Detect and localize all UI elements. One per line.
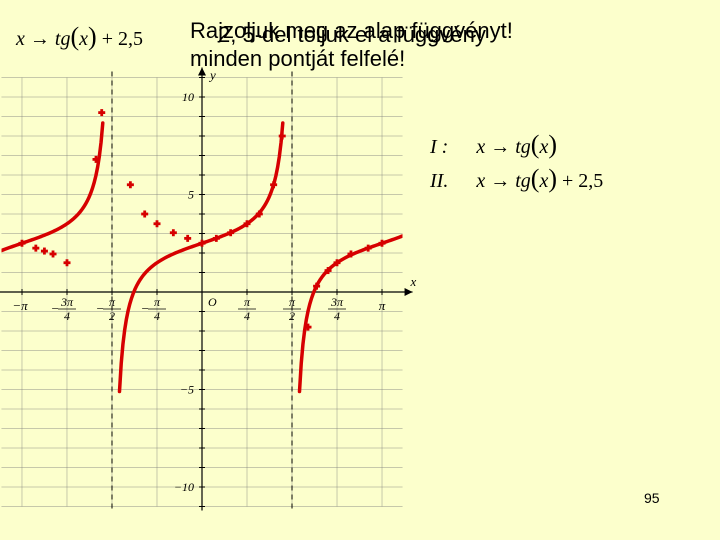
svg-text:−10: −10 xyxy=(174,480,194,494)
svg-text:−5: −5 xyxy=(180,383,194,397)
svg-text:−: − xyxy=(141,301,150,316)
chart-canvas: 105−5−10−π−3π4−π2−π4π4π23π4πxyO xyxy=(0,0,720,540)
svg-text:−: − xyxy=(51,301,60,316)
svg-text:−: − xyxy=(96,301,105,316)
svg-text:π: π xyxy=(244,295,251,309)
svg-text:2: 2 xyxy=(289,309,295,323)
svg-text:π: π xyxy=(154,295,161,309)
svg-text:4: 4 xyxy=(64,309,70,323)
svg-text:4: 4 xyxy=(334,309,340,323)
svg-text:x: x xyxy=(410,274,417,289)
svg-text:3π: 3π xyxy=(330,295,344,309)
svg-text:4: 4 xyxy=(154,309,160,323)
svg-text:O: O xyxy=(208,295,217,309)
svg-text:π: π xyxy=(379,298,386,313)
svg-text:5: 5 xyxy=(188,188,194,202)
svg-text:−π: −π xyxy=(12,298,28,313)
svg-text:4: 4 xyxy=(244,309,250,323)
svg-text:π: π xyxy=(109,295,116,309)
svg-text:y: y xyxy=(208,68,216,83)
svg-text:π: π xyxy=(289,295,296,309)
svg-text:10: 10 xyxy=(182,90,194,104)
svg-text:3π: 3π xyxy=(60,295,74,309)
svg-text:2: 2 xyxy=(109,309,115,323)
